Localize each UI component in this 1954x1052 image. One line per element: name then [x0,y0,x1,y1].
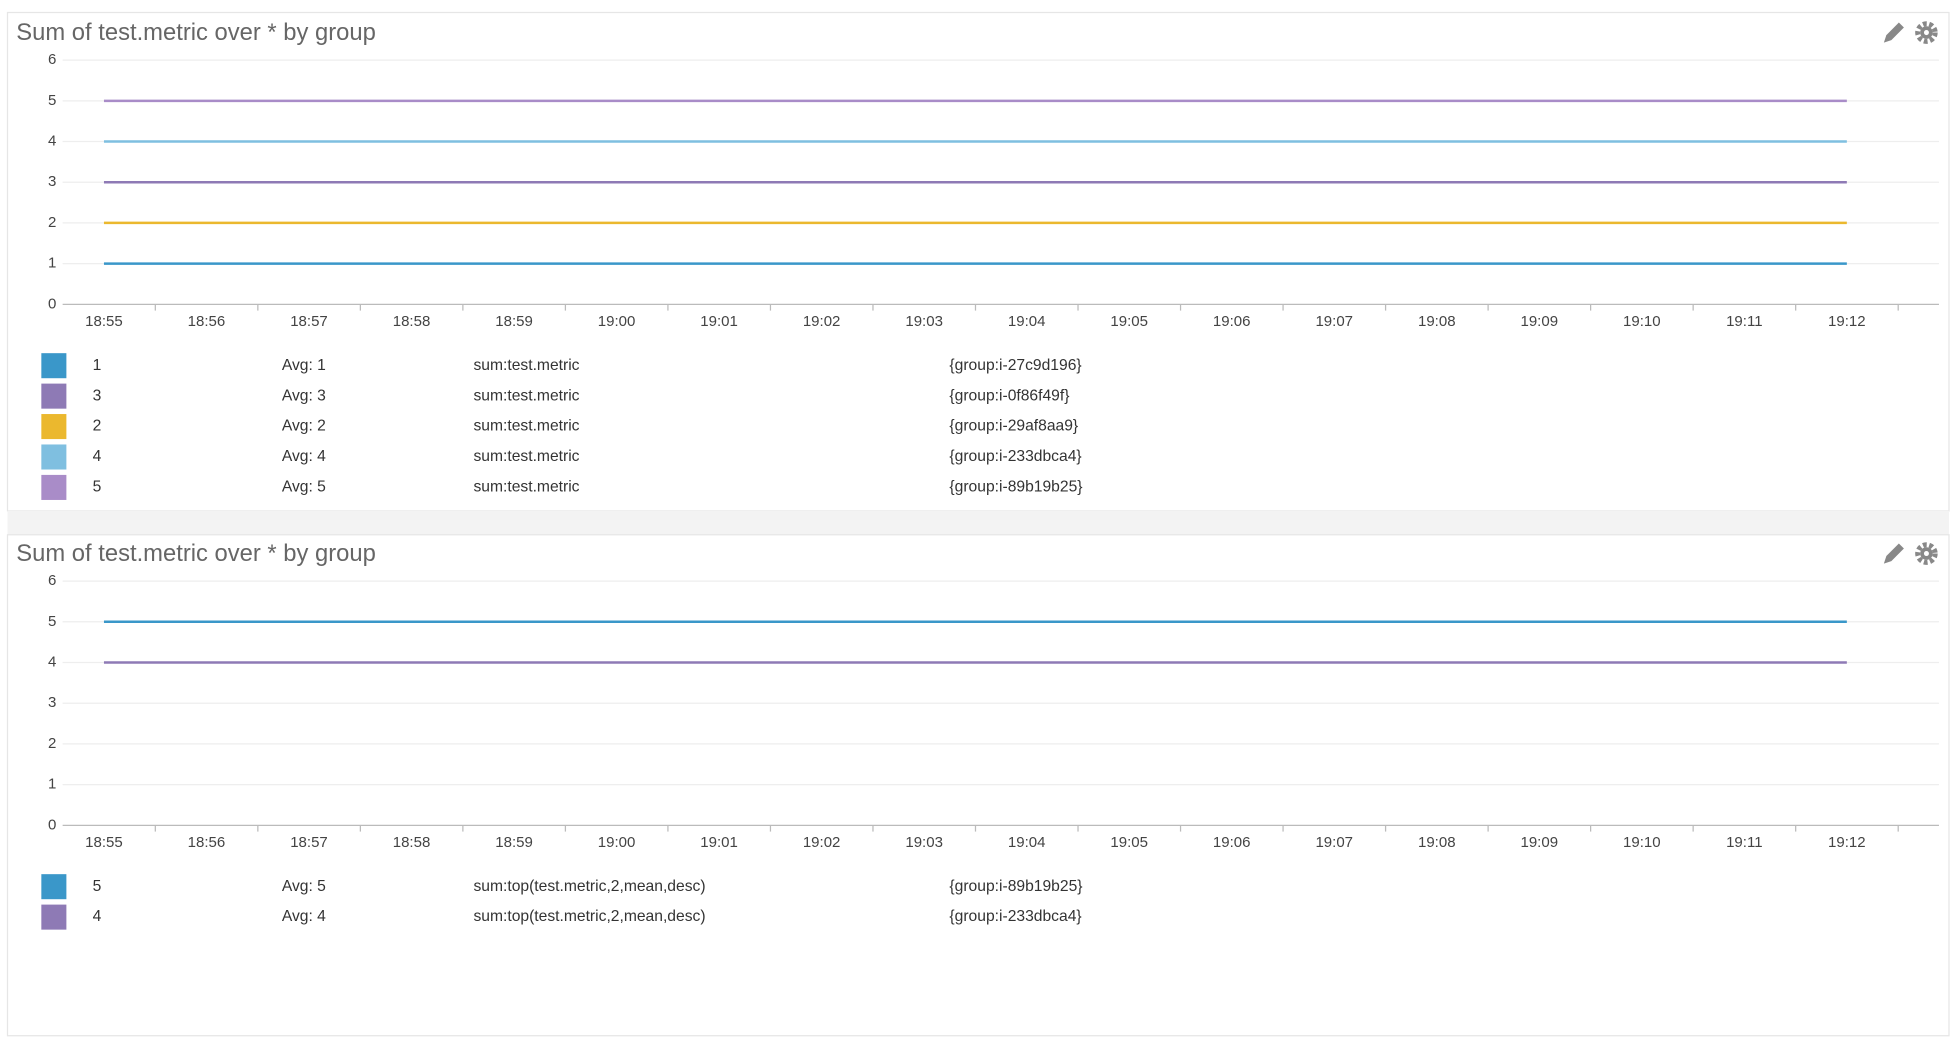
y-tick-label: 0 [48,816,56,833]
legend-query: sum:test.metric [473,357,579,374]
x-tick-label: 19:08 [1418,834,1456,851]
legend-name: {group:i-233dbca4} [949,908,1081,925]
x-tick-label: 18:57 [290,313,328,330]
separator [7,510,1949,535]
legend-query: sum:test.metric [473,448,579,465]
legend-swatch [41,414,67,440]
legend-swatch [41,383,67,409]
x-tick-label: 19:02 [803,313,841,330]
x-tick-label: 18:58 [393,834,431,851]
y-tick-label: 1 [48,255,56,272]
legend-value: 5 [93,479,102,496]
y-tick-label: 1 [48,776,56,793]
legend-swatch [41,444,67,470]
legend-swatch [41,874,67,900]
x-tick-label: 19:03 [905,313,943,330]
legend-value: 5 [93,878,102,895]
legend-value: 4 [93,448,102,465]
legend-name: {group:i-27c9d196} [949,357,1081,374]
legend-value: 1 [93,357,102,374]
x-tick-label: 19:11 [1726,313,1762,330]
legend-avg: Avg: 4 [282,448,326,465]
x-tick-label: 19:04 [1008,834,1046,851]
legend-avg: Avg: 5 [282,878,326,895]
x-tick-label: 18:59 [495,834,533,851]
x-tick-label: 19:04 [1008,313,1046,330]
y-tick-label: 6 [48,51,56,68]
x-tick-label: 19:08 [1418,313,1456,330]
legend-swatch [41,474,67,500]
x-tick-label: 19:09 [1520,834,1558,851]
legend-value: 4 [93,908,102,925]
y-tick-label: 5 [48,92,56,109]
x-tick-label: 19:09 [1520,313,1558,330]
y-tick-label: 2 [48,214,56,231]
y-tick-label: 3 [48,173,56,190]
legend-name: {group:i-0f86f49f} [949,387,1069,404]
x-tick-label: 18:55 [85,313,123,330]
x-tick-label: 19:12 [1828,313,1866,330]
y-tick-label: 2 [48,735,56,752]
edit-icon[interactable] [1883,22,1904,43]
x-tick-label: 19:03 [905,834,943,851]
legend-avg: Avg: 4 [282,908,326,925]
y-tick-label: 3 [48,694,56,711]
x-tick-label: 19:01 [700,313,738,330]
legend-swatch [41,353,67,379]
y-tick-label: 4 [48,653,56,670]
y-tick-label: 6 [48,572,56,589]
x-tick-label: 19:07 [1315,834,1353,851]
x-tick-label: 18:57 [290,834,328,851]
legend-swatch [41,904,67,930]
legend-avg: Avg: 2 [282,418,326,435]
x-tick-label: 18:55 [85,834,123,851]
x-tick-label: 19:10 [1623,834,1661,851]
edit-icon[interactable] [1883,543,1904,564]
x-tick-label: 19:00 [598,834,636,851]
legend-avg: Avg: 5 [282,479,326,496]
x-tick-label: 19:06 [1213,834,1251,851]
x-tick-label: 19:02 [803,834,841,851]
legend-name: {group:i-233dbca4} [949,448,1081,465]
x-tick-label: 19:05 [1110,834,1148,851]
legend-name: {group:i-89b19b25} [949,878,1082,895]
legend-name: {group:i-89b19b25} [949,479,1082,496]
y-tick-label: 5 [48,613,56,630]
x-tick-label: 19:06 [1213,313,1251,330]
x-tick-label: 18:59 [495,313,533,330]
legend-avg: Avg: 3 [282,387,326,404]
x-tick-label: 19:01 [700,834,738,851]
y-tick-label: 0 [48,295,56,312]
x-tick-label: 19:00 [598,313,636,330]
legend-query: sum:test.metric [473,387,579,404]
settings-icon[interactable] [1915,542,1938,565]
legend-query: sum:top(test.metric,2,mean,desc) [473,878,705,895]
x-tick-label: 19:07 [1315,313,1353,330]
legend-query: sum:test.metric [473,479,579,496]
y-tick-label: 4 [48,132,56,149]
legend-query: sum:top(test.metric,2,mean,desc) [473,908,705,925]
x-tick-label: 18:58 [393,313,431,330]
chart-title: Sum of test.metric over * by group [16,540,376,567]
legend-query: sum:test.metric [473,418,579,435]
legend-value: 2 [93,418,102,435]
legend-name: {group:i-29af8aa9} [949,418,1078,435]
x-tick-label: 19:10 [1623,313,1661,330]
x-tick-label: 18:56 [188,313,226,330]
legend-value: 3 [93,387,102,404]
x-tick-label: 19:12 [1828,834,1866,851]
x-tick-label: 19:05 [1110,313,1148,330]
settings-icon[interactable] [1915,21,1938,44]
panel [6,11,1950,512]
x-tick-label: 19:11 [1726,834,1762,851]
x-tick-label: 18:56 [188,834,226,851]
chart-title: Sum of test.metric over * by group [16,19,376,46]
legend-avg: Avg: 1 [282,357,326,374]
